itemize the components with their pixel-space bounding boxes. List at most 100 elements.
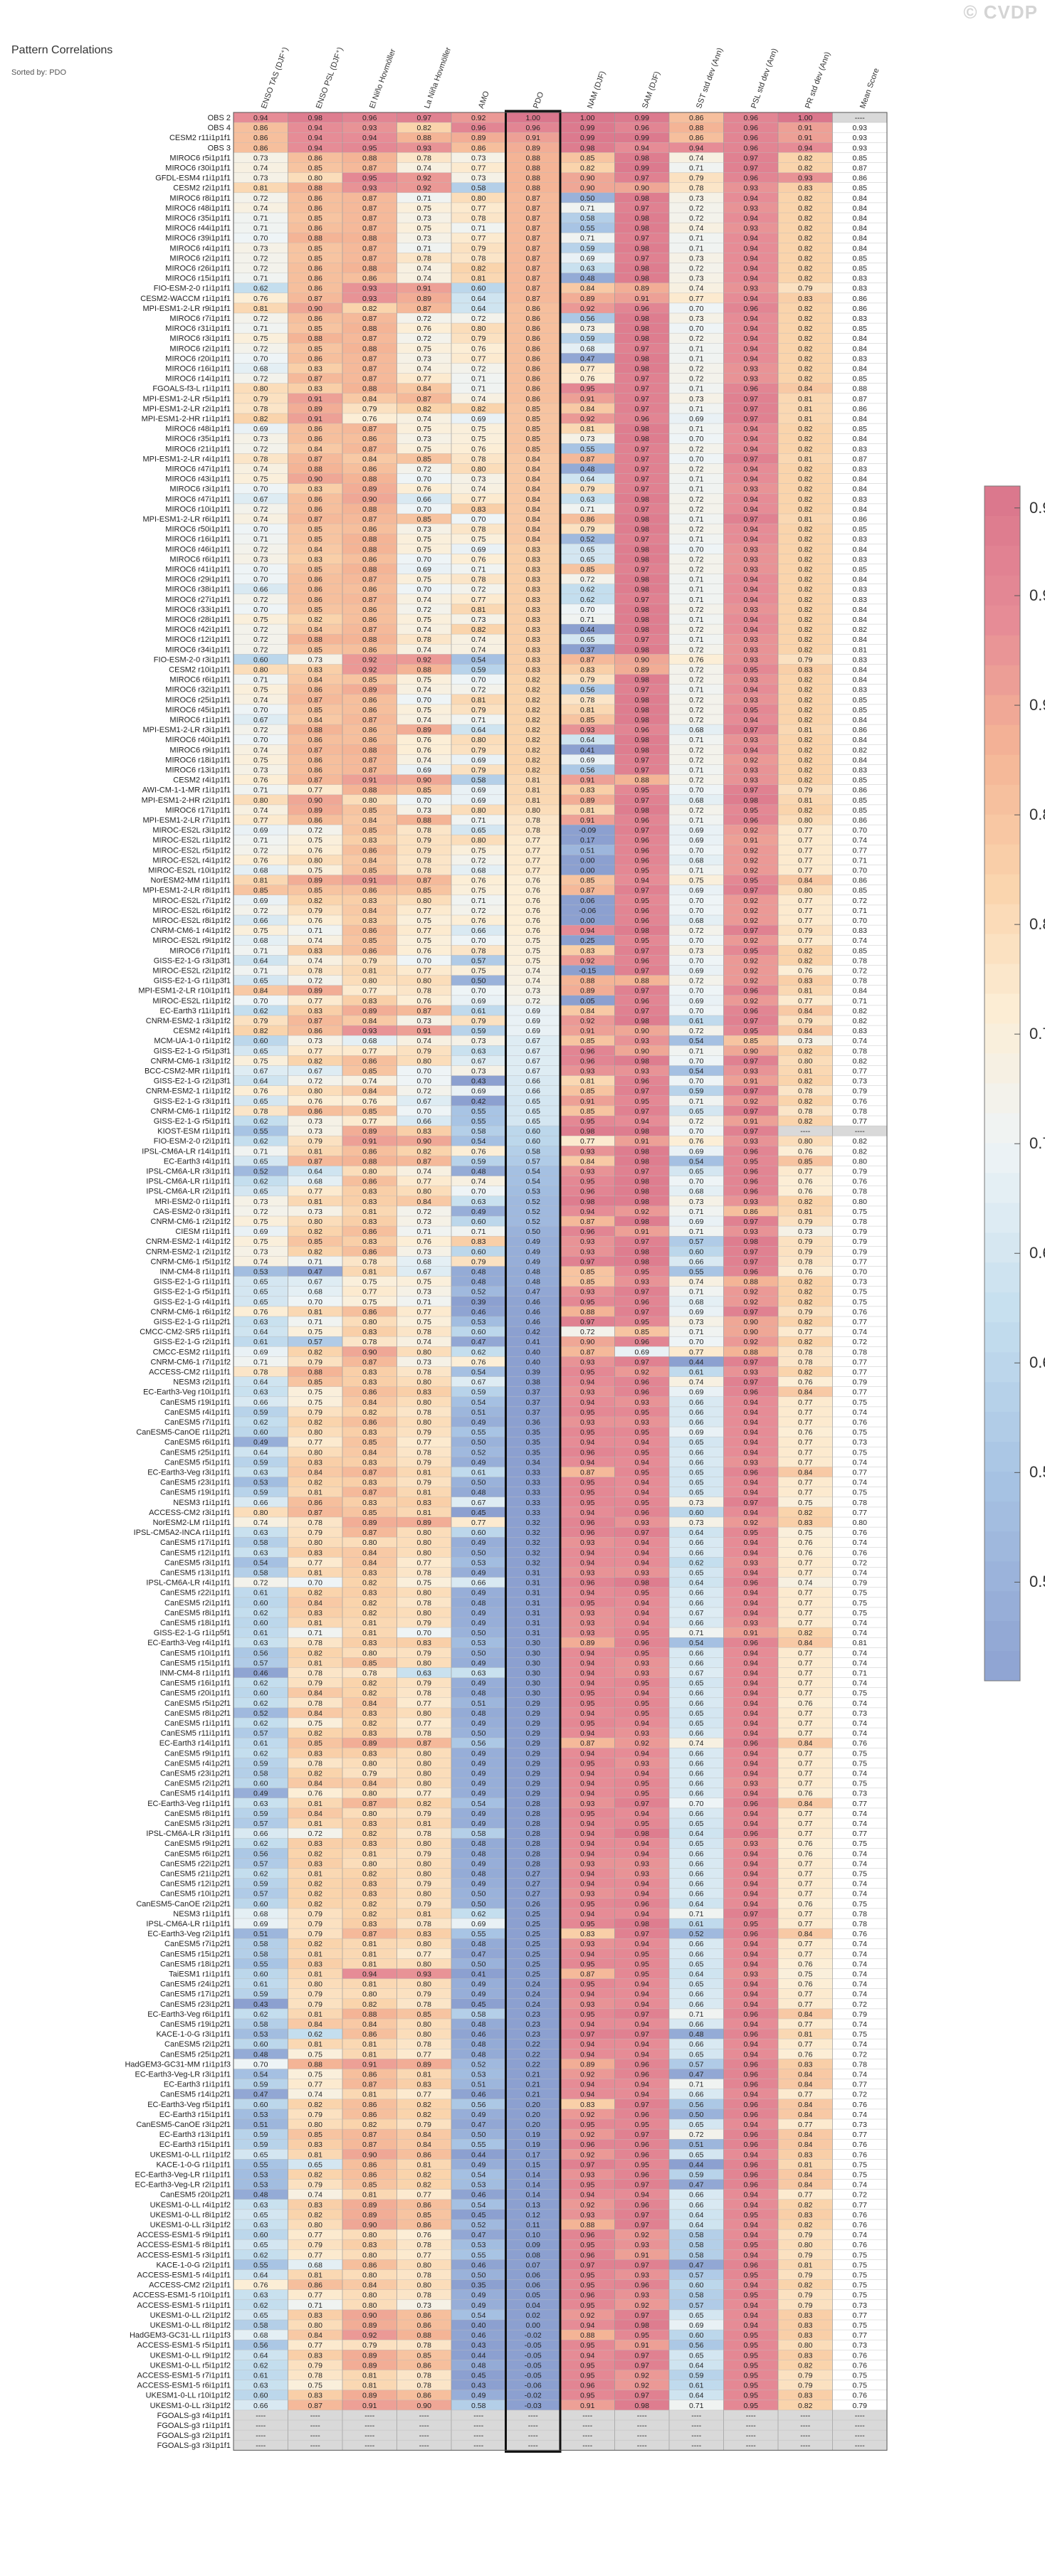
cell-value: 0.94 <box>744 275 759 283</box>
cell-value: 0.86 <box>362 586 377 594</box>
cell-value: 0.90 <box>308 305 323 313</box>
cell-value: 0.89 <box>362 1519 377 1527</box>
cell-value: 0.97 <box>635 2030 650 2039</box>
cell-value: 0.81 <box>798 455 813 463</box>
heatmap-cell <box>723 112 778 123</box>
row-label: MIROC6 r30i1p1f1 <box>165 164 231 172</box>
cell-value: 0.59 <box>253 1408 268 1417</box>
cell-value: 0.76 <box>526 877 541 885</box>
cell-value: 0.85 <box>308 1378 323 1387</box>
cell-value: 0.98 <box>635 1147 650 1156</box>
cell-value: 0.86 <box>308 204 323 213</box>
cell-value: 0.72 <box>253 254 268 263</box>
cell-value: 0.87 <box>362 1800 377 1808</box>
cell-value: 0.41 <box>526 1338 541 1346</box>
cell-value: 0.80 <box>308 1218 323 1226</box>
cell-value: 0.78 <box>853 977 868 986</box>
cell-value: 0.83 <box>362 1839 377 1848</box>
cell-value: 0.76 <box>798 1790 813 1798</box>
cell-value: 0.80 <box>853 1198 868 1206</box>
cell-value: 0.77 <box>471 596 486 604</box>
cell-value: 0.86 <box>362 525 377 534</box>
cell-value: 0.49 <box>526 1257 541 1266</box>
cell-value: 0.74 <box>798 1579 813 1588</box>
cell-value: 0.95 <box>635 1709 650 1718</box>
heatmap-cell <box>397 192 451 203</box>
cell-value: 0.86 <box>526 395 541 403</box>
cell-value: 0.82 <box>362 305 377 313</box>
cell-value: 0.84 <box>853 545 868 554</box>
cell-value: 0.32 <box>526 1558 541 1567</box>
cell-value: 0.94 <box>580 1729 595 1738</box>
cell-value: 0.66 <box>689 1749 704 1758</box>
cell-value: 0.74 <box>689 1278 704 1287</box>
cell-value: 0.88 <box>635 977 650 986</box>
row-label: MIROC-ES2L r6i1p1f2 <box>152 907 231 915</box>
cell-value: 0.87 <box>580 655 595 664</box>
cell-value: 0.94 <box>635 1689 650 1698</box>
cell-value: 0.74 <box>853 1659 868 1667</box>
cell-value: 0.89 <box>471 134 486 142</box>
cell-value: 0.77 <box>798 1568 813 1577</box>
cell-value: 0.66 <box>689 1780 704 1788</box>
cell-value: 0.70 <box>689 936 704 945</box>
cell-value: 0.70 <box>471 936 486 945</box>
cell-value: 0.82 <box>798 254 813 263</box>
cell-value: 0.98 <box>635 264 650 273</box>
cell-value: 0.85 <box>308 645 323 654</box>
heatmap-cell <box>723 132 778 143</box>
cell-value: 0.76 <box>417 324 432 333</box>
cell-value: 0.77 <box>798 1619 813 1627</box>
cell-value: 0.57 <box>253 1729 268 1738</box>
cell-value: 0.83 <box>362 1218 377 1226</box>
cell-value: 0.96 <box>580 1519 595 1527</box>
cell-value: 0.77 <box>798 2091 813 2099</box>
heatmap-cell <box>505 213 560 223</box>
cell-value: 0.72 <box>253 445 268 453</box>
cell-value: 0.74 <box>689 285 704 293</box>
row-label: GISS-E2-1-G r3i1p1f1 <box>154 1097 231 1106</box>
row-label: CanESM5 r9i1p2f1 <box>164 1839 231 1848</box>
cell-value: 0.91 <box>635 295 650 303</box>
cell-value: 0.76 <box>417 485 432 494</box>
row-label: MIROC6 r47i1p1f1 <box>165 495 231 504</box>
cell-value: 0.97 <box>635 565 650 574</box>
cell-value: 0.88 <box>308 184 323 193</box>
heatmap-cell <box>451 233 506 243</box>
cell-value: 0.78 <box>853 1218 868 1226</box>
cell-value: 0.76 <box>853 1178 868 1186</box>
row-label: MIROC6 r26i1p1f1 <box>165 264 231 273</box>
cell-value: 0.93 <box>744 766 759 774</box>
cell-value: 0.46 <box>471 2030 486 2039</box>
cell-value: 0.72 <box>689 606 704 614</box>
cell-value: 0.82 <box>362 2000 377 2009</box>
cell-value: 0.59 <box>253 1990 268 1999</box>
cell-value: 0.84 <box>853 505 868 514</box>
cell-value: 0.80 <box>798 1057 813 1065</box>
heatmap-cell <box>342 182 397 193</box>
heatmap-cell <box>505 182 560 193</box>
cell-value: 0.86 <box>362 2030 377 2039</box>
cell-value: 0.67 <box>417 1097 432 1106</box>
row-label: CanESM5 r11i1p1f1 <box>161 1729 231 1738</box>
cell-value: 0.74 <box>253 746 268 754</box>
cell-value: 0.89 <box>417 1519 432 1527</box>
chart-title: Pattern Correlations <box>11 44 112 57</box>
cell-value: 0.66 <box>471 1579 486 1588</box>
cell-value: 0.72 <box>853 2091 868 2099</box>
cell-value: 0.73 <box>580 324 595 333</box>
cell-value: 0.98 <box>635 194 650 203</box>
cell-value: 0.85 <box>853 696 868 704</box>
cell-value: 0.66 <box>689 1548 704 1557</box>
cell-value: 0.69 <box>471 786 486 795</box>
cell-value: 0.84 <box>853 344 868 353</box>
cell-value: 0.73 <box>253 1247 268 1256</box>
cell-value: 0.91 <box>635 1137 650 1146</box>
cell-value: 0.77 <box>798 1589 813 1598</box>
cell-value: 0.95 <box>635 897 650 905</box>
cell-value: 0.83 <box>308 1609 323 1617</box>
cell-value: 0.66 <box>689 1659 704 1667</box>
cell-value: 0.86 <box>526 364 541 373</box>
cell-value: 0.84 <box>308 2020 323 2029</box>
cell-value: 0.54 <box>526 1167 541 1176</box>
